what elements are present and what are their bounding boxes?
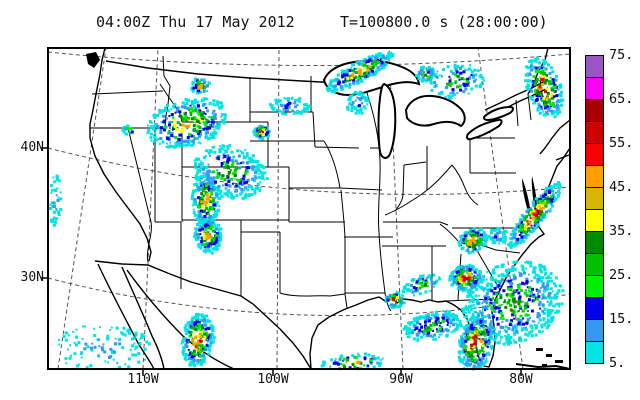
y-axis-tick-label: 40N bbox=[20, 140, 44, 155]
colorbar-box bbox=[585, 77, 604, 100]
map-plot-area bbox=[40, 40, 578, 384]
colorbar-box bbox=[585, 165, 604, 188]
x-axis-tick-label: 90W bbox=[389, 372, 413, 387]
colorbar-box bbox=[585, 231, 604, 254]
colorbar-box bbox=[585, 341, 604, 364]
conus-map-svg bbox=[41, 47, 571, 376]
colorbar-box bbox=[585, 209, 604, 232]
colorbar-tick-label: 55. bbox=[609, 135, 634, 151]
colorbar-box bbox=[585, 143, 604, 166]
colorbar-tick-label: 65. bbox=[609, 91, 634, 107]
colorbar-box bbox=[585, 297, 604, 320]
colorbar-tick-label: 15. bbox=[609, 311, 634, 327]
radar-echoes bbox=[49, 51, 565, 371]
title-datetime: 04:00Z Thu 17 May 2012 bbox=[96, 13, 295, 31]
colorbar-box bbox=[585, 99, 604, 122]
colorbar-box bbox=[585, 253, 604, 276]
colorbar-box bbox=[585, 121, 604, 144]
colorbar-tick-label: 45. bbox=[609, 179, 634, 195]
colorbar-tick-label: 5. bbox=[609, 355, 626, 371]
colorbar-box bbox=[585, 275, 604, 298]
plot-frame bbox=[41, 47, 571, 376]
x-axis-tick-label: 110W bbox=[127, 372, 159, 387]
colorbar-tick-label: 75. bbox=[609, 47, 634, 63]
colorbar-tick-label: 35. bbox=[609, 223, 634, 239]
state-and-coast-outlines bbox=[86, 47, 571, 370]
x-axis-tick-label: 80W bbox=[509, 372, 533, 387]
title-model-time: T=100800.0 s (28:00:00) bbox=[340, 13, 548, 31]
colorbar-box bbox=[585, 187, 604, 210]
x-axis-tick-label: 100W bbox=[257, 372, 289, 387]
y-axis-tick-label: 30N bbox=[20, 270, 44, 285]
colorbar-box bbox=[585, 55, 604, 78]
colorbar-box bbox=[585, 319, 604, 342]
colorbar-tick-label: 25. bbox=[609, 267, 634, 283]
